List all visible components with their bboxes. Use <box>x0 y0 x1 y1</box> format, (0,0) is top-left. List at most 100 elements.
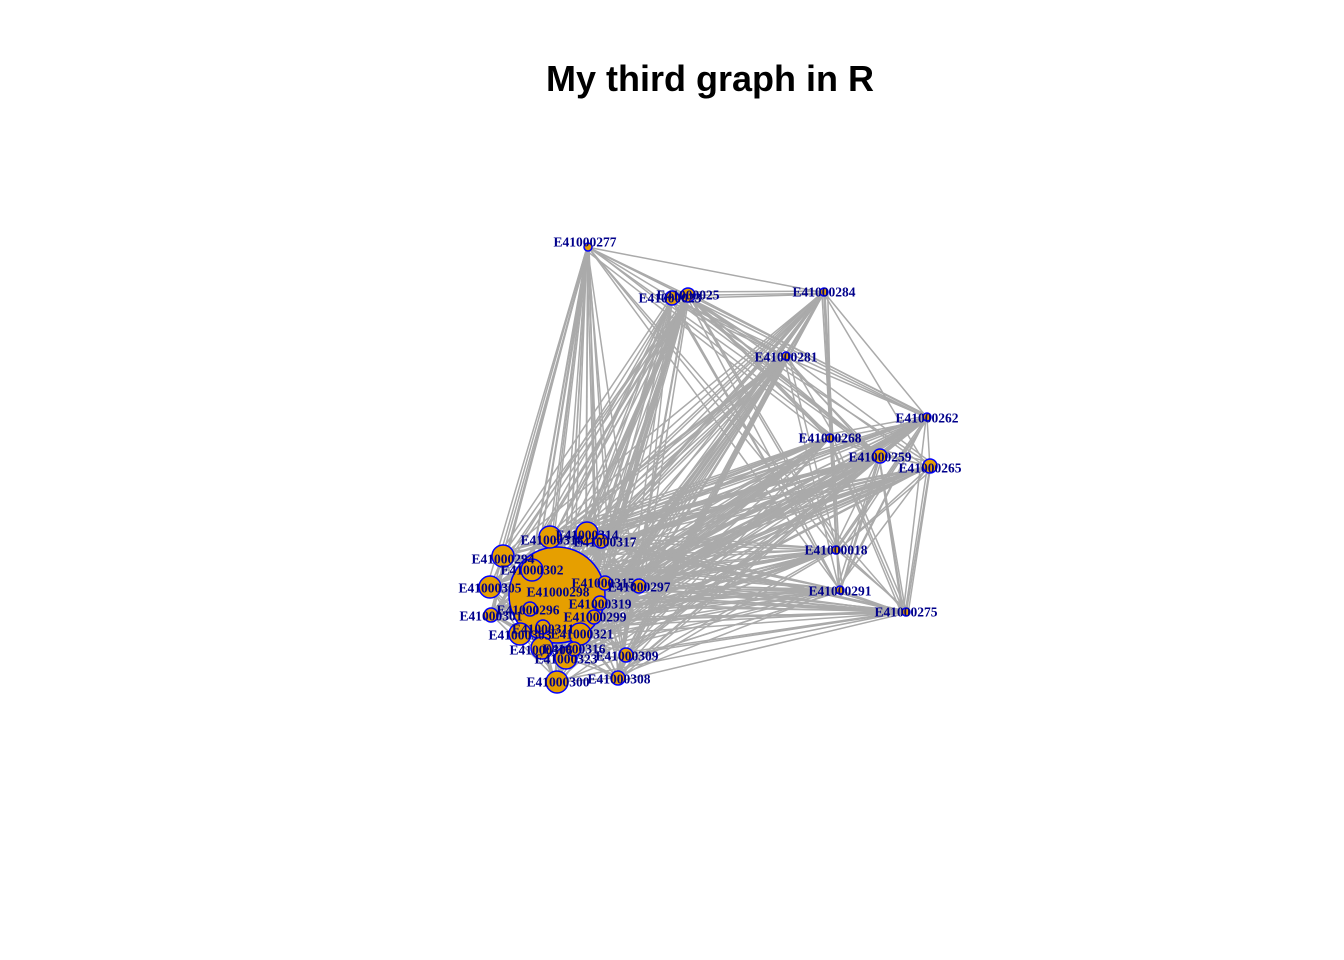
edge-E41000025-E41000259 <box>686 295 878 460</box>
edge-E41000025-E41000268 <box>686 294 828 438</box>
node-label-E41000291: E41000291 <box>808 584 871 599</box>
edge-E41000275-E41000321 <box>579 611 907 637</box>
edge-E41000018-E41000306 <box>543 550 837 652</box>
edge-E41000275-E41000319 <box>600 602 907 613</box>
node-label-E41000309: E41000309 <box>595 649 658 664</box>
edge-E41000018-E41000308 <box>617 549 837 680</box>
edge-E41000259-E41000262 <box>880 416 930 457</box>
edge-E41000262-E41000265 <box>926 416 931 466</box>
node-E41000265 <box>922 458 938 474</box>
edge-E41000262-E41000314 <box>582 416 927 534</box>
edge-E41000262-E41000291 <box>835 417 927 594</box>
edge-E41000268-E41000262 <box>830 418 930 440</box>
edge-E41000277-E41000262 <box>588 246 929 420</box>
edge-E41000291-E41000025 <box>683 291 840 590</box>
edge-E41000268-E41000277 <box>584 248 830 440</box>
edge-E41000281-E41000318 <box>547 355 786 540</box>
edge-E41000284-E41000262 <box>822 290 925 415</box>
edge-E41000025-E41000262 <box>687 293 927 416</box>
node-E41000319 <box>592 595 608 611</box>
node-label-E41000317: E41000317 <box>573 535 636 550</box>
edge-E41000281-E41000023 <box>668 300 786 358</box>
edge-E41000265-E41000311 <box>544 466 931 631</box>
node-label-E41000259: E41000259 <box>848 450 911 465</box>
node-E41000309 <box>618 647 634 663</box>
edge-E41000284-E41000318 <box>545 291 824 538</box>
node-E41000306 <box>530 636 554 660</box>
node-label-E41000321: E41000321 <box>550 627 613 642</box>
edge-E41000262-E41000281 <box>789 358 929 419</box>
node-label-E41000025: E41000025 <box>656 288 719 303</box>
edge-E41000262-E41000316 <box>576 416 929 649</box>
edge-E41000291-E41000323 <box>564 589 840 661</box>
edge-E41000018-E41000323 <box>563 549 836 659</box>
edge-E41000277-E41000305 <box>485 247 588 589</box>
node-E41000300 <box>545 670 569 694</box>
node-label-E41000318: E41000318 <box>520 533 583 548</box>
node-E41000296 <box>522 601 538 617</box>
edge-E41000025-E41000305 <box>492 294 690 589</box>
node-label-E41000262: E41000262 <box>895 411 958 426</box>
node-label-E41000303: E41000303 <box>488 628 551 643</box>
graph-title: My third graph in R <box>546 58 874 99</box>
edge-E41000025-E41000302 <box>530 295 689 575</box>
node-label-E41000302: E41000302 <box>500 563 563 578</box>
node-E41000305 <box>478 575 502 599</box>
node-label-E41000023: E41000023 <box>638 291 701 306</box>
node-label-E41000311: E41000311 <box>512 622 575 637</box>
node-label-E41000294: E41000294 <box>471 552 534 567</box>
edge-E41000025-E41000317 <box>597 294 688 541</box>
edge-E41000317-E41000309 <box>599 541 624 657</box>
edge-E41000025-E41000308 <box>615 294 689 679</box>
edge-E41000309-E41000300 <box>559 654 628 683</box>
node-label-E41000275: E41000275 <box>874 605 937 620</box>
node-label-E41000299: E41000299 <box>563 610 626 625</box>
edge-E41000265-E41000275 <box>905 466 931 614</box>
node-label-E41000316: E41000316 <box>542 642 605 657</box>
node-E41000318 <box>538 525 562 549</box>
edge-E41000281-E41000319 <box>600 355 787 604</box>
node-E41000301 <box>483 607 499 623</box>
edge-E41000291-E41000023 <box>671 300 841 592</box>
edge-E41000262-E41000275 <box>902 416 927 612</box>
node-label-E41000323: E41000323 <box>534 652 597 667</box>
node-E41000284 <box>819 287 829 297</box>
edge-E41000277-E41000023 <box>587 246 674 300</box>
edge-E41000277-E41000284 <box>588 246 827 294</box>
node-E41000316 <box>566 641 582 657</box>
edge-E41000259-E41000294 <box>505 455 881 557</box>
node-label-E41000265: E41000265 <box>898 461 961 476</box>
node-E41000277 <box>583 242 593 252</box>
node-label-E41000298: E41000298 <box>526 585 589 600</box>
edge-E41000277-E41000299 <box>588 248 599 621</box>
edge-E41000281-E41000315 <box>600 355 786 585</box>
edge-E41000275-E41000311 <box>544 610 907 624</box>
node-E41000025 <box>680 287 696 303</box>
edge-E41000259-E41000321 <box>583 456 882 638</box>
edge-E41000281-E41000300 <box>559 356 788 685</box>
edge-E41000268-E41000297 <box>637 437 831 587</box>
node-label-E41000305: E41000305 <box>458 581 521 596</box>
edge-E41000277-E41000291 <box>588 247 844 595</box>
node-label-E41000301: E41000301 <box>459 609 522 624</box>
node-label-E41000300: E41000300 <box>526 675 589 690</box>
node-E41000317 <box>593 533 609 549</box>
edge-E41000265-E41000275 <box>907 465 932 611</box>
node-E41000259 <box>872 448 888 464</box>
edge-E41000301-E41000300 <box>490 613 559 681</box>
edge-E41000268-E41000275 <box>828 438 903 616</box>
edge-E41000277-E41000259 <box>588 247 885 460</box>
node-E41000294 <box>491 544 515 568</box>
edge-E41000262-E41000268 <box>830 415 928 435</box>
edge-E41000284-E41000025 <box>690 290 825 293</box>
edge-E41000291-E41000299 <box>594 589 841 618</box>
edge-E41000281-E41000305 <box>486 354 786 586</box>
node-label-E41000306: E41000306 <box>509 643 572 658</box>
edge-E41000306-E41000309 <box>542 648 628 660</box>
edge-E41000018-E41000308 <box>615 548 836 675</box>
node-label-E41000319: E41000319 <box>568 597 631 612</box>
node-E41000262 <box>922 412 932 422</box>
node-E41000268 <box>825 433 835 443</box>
node-E41000275 <box>901 607 911 617</box>
